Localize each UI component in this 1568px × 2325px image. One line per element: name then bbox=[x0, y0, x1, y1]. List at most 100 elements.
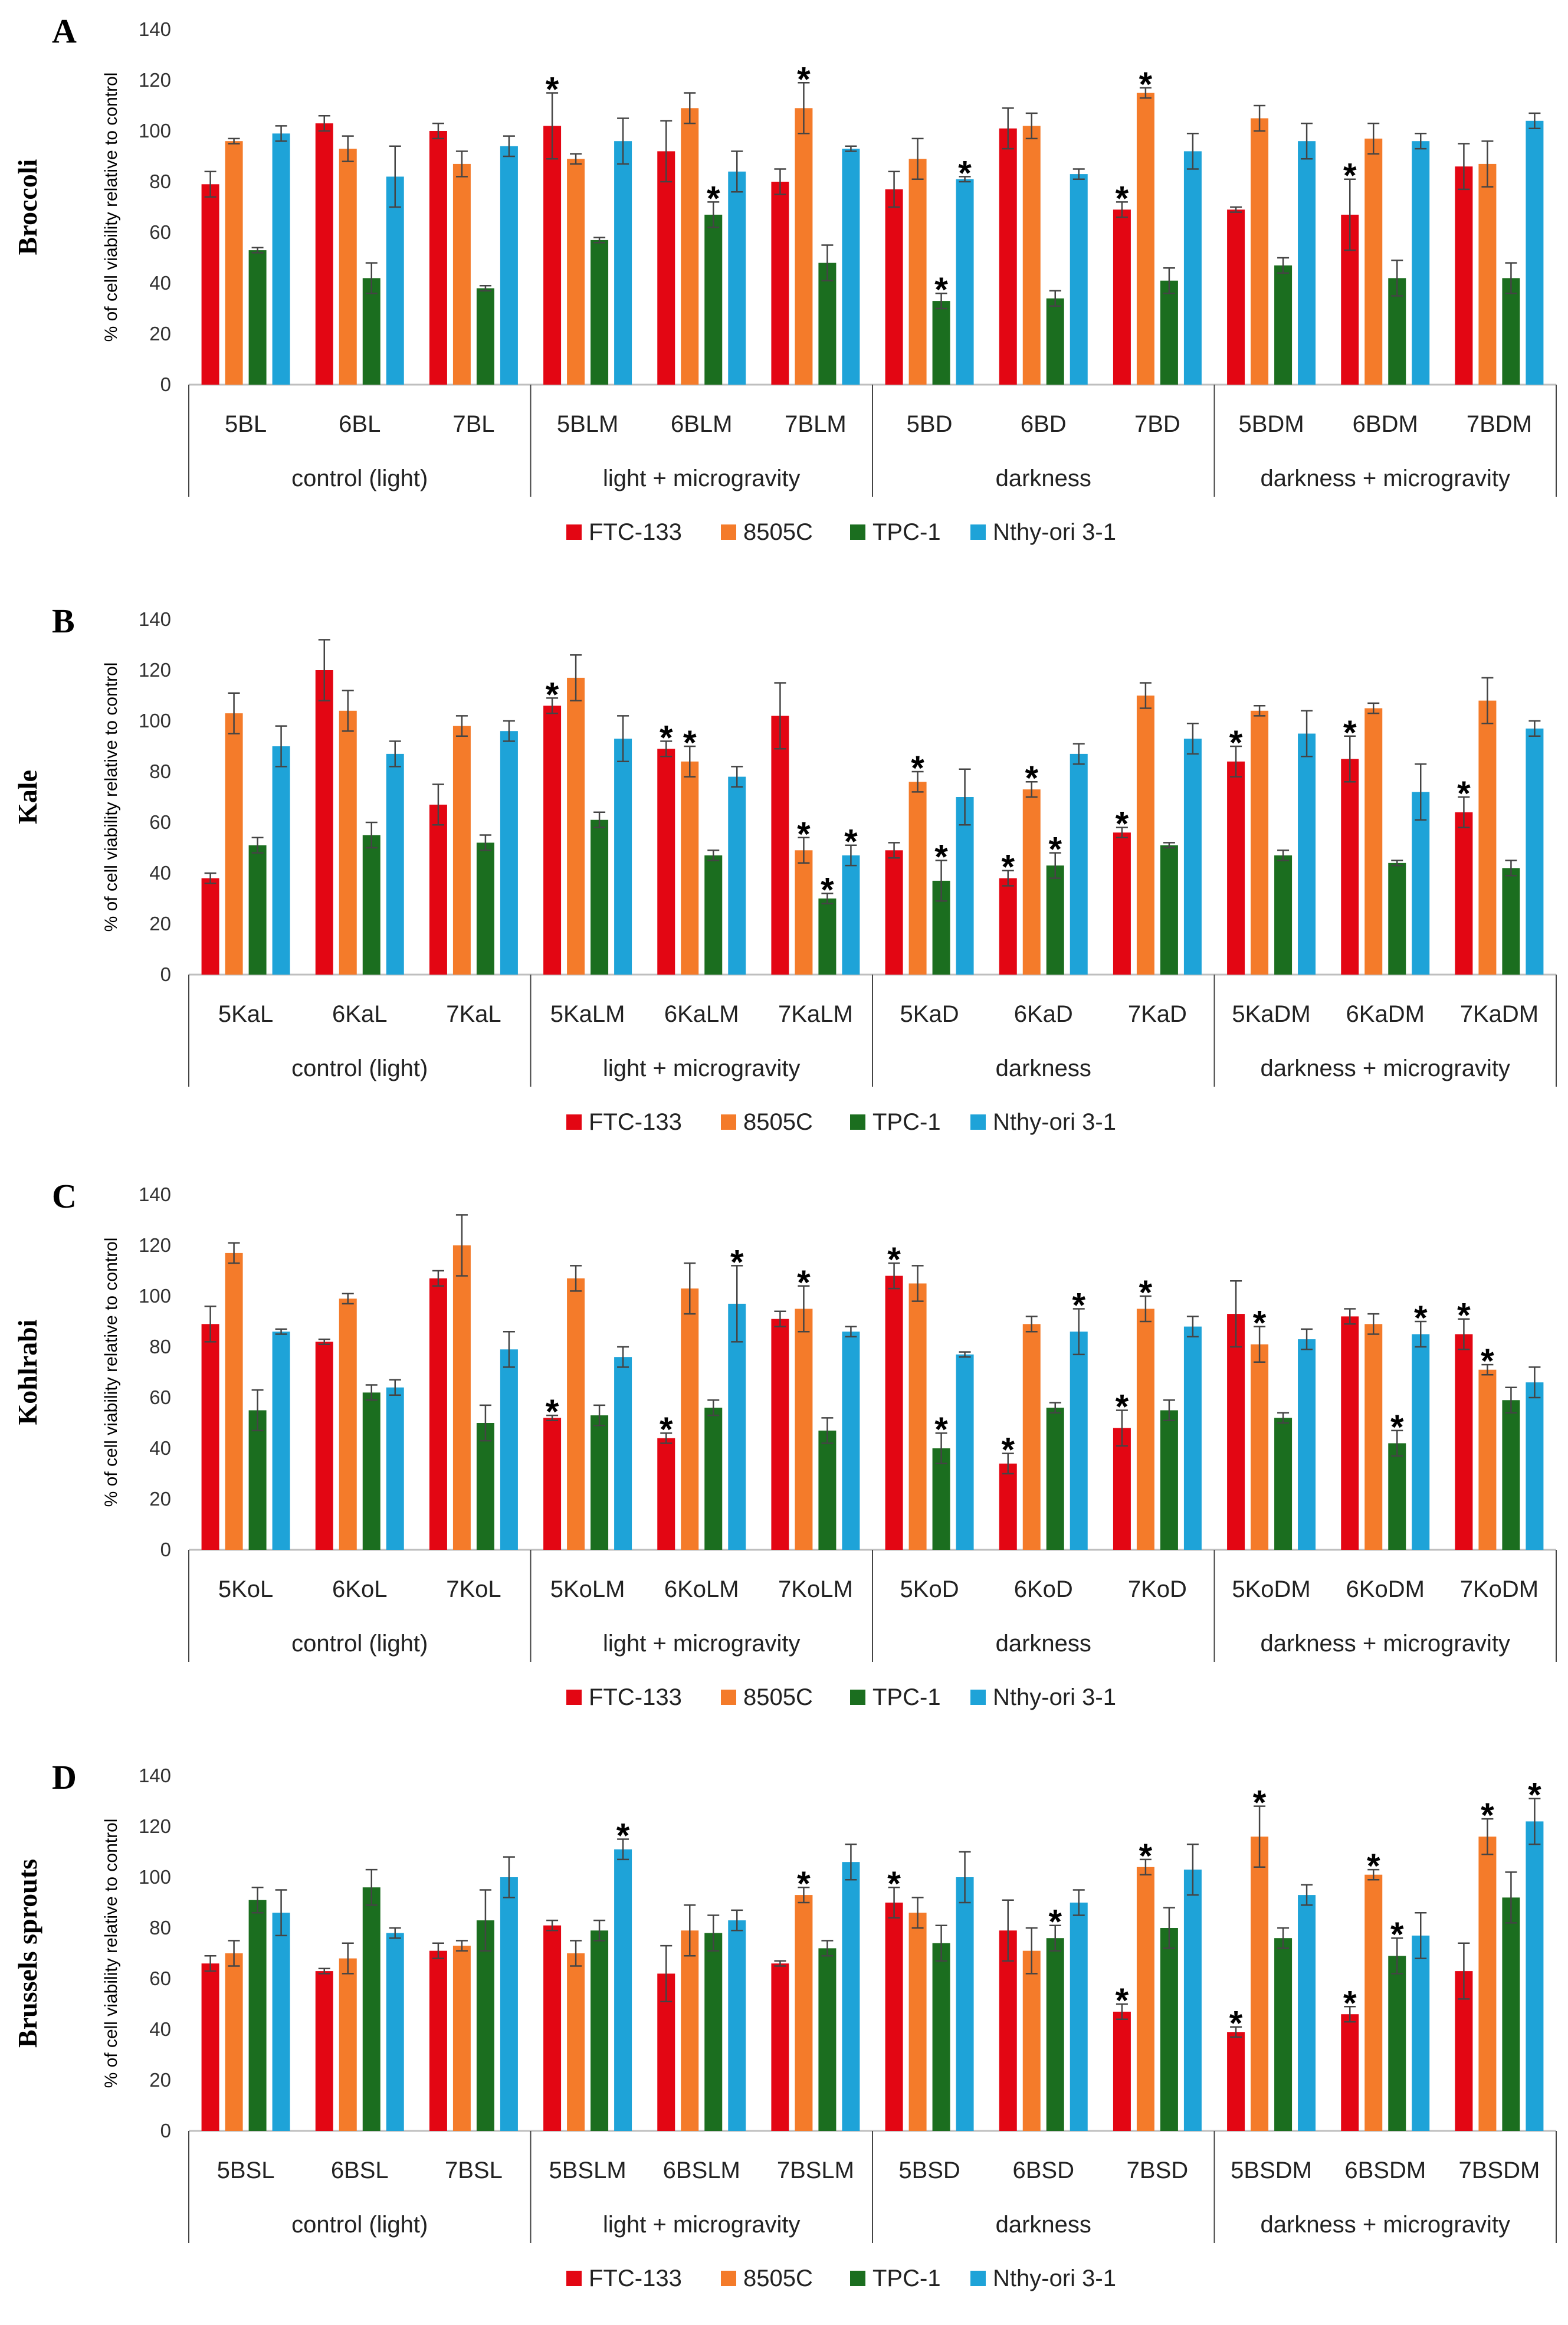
panel-a-bar bbox=[429, 131, 447, 385]
panel-d-letter: D bbox=[52, 1758, 77, 1796]
panel-c-bar bbox=[704, 1408, 723, 1550]
panel-a-bar bbox=[885, 189, 903, 385]
panel-a-category-label: 5BLM bbox=[557, 411, 619, 437]
panel-d-bar bbox=[1412, 1935, 1430, 2131]
panel-a-legend-label: 8505C bbox=[743, 519, 813, 545]
panel-b-group-label: light + microgravity bbox=[603, 1055, 801, 1081]
panel-b-significance-star: * bbox=[1116, 805, 1129, 844]
panel-a-category-label: 6BLM bbox=[671, 411, 733, 437]
panel-c-bar bbox=[657, 1438, 675, 1550]
panel-a-bar bbox=[999, 128, 1017, 385]
panel-d-category-label: 6BSDM bbox=[1344, 2157, 1426, 2183]
panel-a-bar bbox=[1298, 141, 1316, 385]
panel-a-bar bbox=[272, 133, 290, 385]
panel-c-bar bbox=[201, 1324, 219, 1550]
panel-d-legend-label: 8505C bbox=[743, 2265, 813, 2291]
panel-b-category-label: 7KaDM bbox=[1460, 1001, 1539, 1027]
panel-c-bar bbox=[795, 1309, 813, 1550]
panel-d-bar bbox=[1526, 1821, 1544, 2131]
panel-c-category-label: 6KoL bbox=[332, 1576, 387, 1602]
panel-b-bar bbox=[908, 782, 927, 975]
panel-b-y-tick-label: 120 bbox=[139, 659, 171, 681]
panel-b-significance-star: * bbox=[1025, 759, 1038, 798]
panel-c-significance-star: * bbox=[887, 1241, 901, 1279]
panel-d-significance-star: * bbox=[887, 1865, 901, 1903]
panel-b-bar bbox=[386, 753, 404, 975]
panel-b-category-label: 6KaD bbox=[1014, 1001, 1073, 1027]
panel-c-bar bbox=[591, 1415, 609, 1550]
panel-d-category-label: 7BSLM bbox=[777, 2157, 854, 2183]
panel-b-bar bbox=[818, 898, 837, 975]
panel-b-y-tick-label: 40 bbox=[149, 862, 171, 884]
panel-d-bar bbox=[1136, 1867, 1154, 2131]
panel-a-significance-star: * bbox=[934, 271, 948, 309]
panel-d-y-tick-label: 140 bbox=[139, 1765, 171, 1786]
panel-d-bar bbox=[771, 1963, 789, 2131]
panel-c-bar bbox=[614, 1357, 632, 1550]
panel-d-y-tick-label: 20 bbox=[149, 2069, 171, 2091]
panel-d-y-tick-label: 40 bbox=[149, 2018, 171, 2040]
panel-a-bar bbox=[704, 214, 723, 385]
panel-b-category-label: 7KaL bbox=[446, 1001, 501, 1027]
panel-b-bar bbox=[1227, 761, 1245, 975]
panel-d-significance-star: * bbox=[1343, 1984, 1357, 2022]
panel-d-significance-star: * bbox=[1253, 1784, 1267, 1822]
panel-a-bar bbox=[1251, 118, 1269, 385]
panel-a-bar bbox=[315, 123, 333, 385]
panel-c-bar bbox=[1251, 1344, 1269, 1550]
panel-c-bar bbox=[1364, 1324, 1383, 1550]
panel-b-y-tick-label: 60 bbox=[149, 811, 171, 833]
panel-b-bar bbox=[1298, 733, 1316, 975]
panel-a-bar bbox=[452, 163, 471, 385]
panel-d-significance-star: * bbox=[1139, 1837, 1153, 1875]
panel-a-bar bbox=[1227, 209, 1245, 385]
panel-b-significance-star: * bbox=[1048, 831, 1062, 869]
panel-d-bar bbox=[818, 1948, 837, 2131]
panel-c-bar bbox=[1227, 1314, 1245, 1550]
panel-d-bar bbox=[476, 1920, 494, 2131]
panel-d-bar bbox=[885, 1903, 903, 2131]
panel-c-bar bbox=[1070, 1332, 1088, 1550]
panel-b-bar bbox=[771, 716, 789, 975]
panel-d-legend-label: TPC-1 bbox=[872, 2265, 941, 2291]
panel-b-significance-star: * bbox=[660, 719, 673, 757]
panel-c-bar bbox=[885, 1275, 903, 1550]
panel-d-significance-star: * bbox=[1229, 2005, 1243, 2043]
panel-b-significance-star: * bbox=[1343, 714, 1357, 752]
panel-a-bar bbox=[614, 141, 632, 385]
panel-d-bar bbox=[201, 1963, 219, 2131]
panel-d-significance-star: * bbox=[1481, 1796, 1494, 1835]
panel-d-bar bbox=[1070, 1903, 1088, 2131]
panel-c-bar bbox=[1113, 1428, 1131, 1550]
panel-a-bar bbox=[657, 151, 675, 385]
panel-b-category-label: 6KaL bbox=[332, 1001, 387, 1027]
panel-c-significance-star: * bbox=[546, 1393, 559, 1431]
panel-a-bar bbox=[795, 108, 813, 385]
panel-a-bar bbox=[201, 184, 219, 385]
panel-d-category-label: 6BSLM bbox=[663, 2157, 740, 2183]
panel-b-significance-star: * bbox=[1001, 848, 1015, 887]
panel-c-bar bbox=[1526, 1382, 1544, 1550]
panel-a-legend-label: TPC-1 bbox=[872, 519, 941, 545]
panel-b-bar bbox=[1160, 845, 1178, 975]
panel-b-bar bbox=[1388, 863, 1406, 975]
panel-d-bar bbox=[908, 1913, 927, 2131]
panel-c-legend-swatch bbox=[566, 1690, 582, 1705]
panel-a-category-label: 6BL bbox=[339, 411, 380, 437]
panel-b-group-label: darkness + microgravity bbox=[1261, 1055, 1510, 1081]
panel-d-bar bbox=[1251, 1837, 1269, 2131]
panel-b-bar bbox=[1136, 696, 1154, 975]
panel-d-category-label: 5BSLM bbox=[549, 2157, 626, 2183]
panel-b-legend-swatch bbox=[850, 1114, 865, 1130]
panel-c-significance-star: * bbox=[1253, 1304, 1267, 1343]
panel-c-bar bbox=[681, 1288, 699, 1550]
panel-d-category-label: 7BSD bbox=[1127, 2157, 1189, 2183]
panel-b-bar bbox=[1274, 855, 1293, 975]
panel-b-group-label: darkness bbox=[996, 1055, 1091, 1081]
panel-b-y-tick-label: 20 bbox=[149, 913, 171, 934]
panel-c-bar bbox=[1502, 1400, 1520, 1550]
panel-a-significance-star: * bbox=[1343, 157, 1357, 195]
panel-d-bar bbox=[1183, 1870, 1202, 2131]
panel-a-bar bbox=[1526, 120, 1544, 385]
